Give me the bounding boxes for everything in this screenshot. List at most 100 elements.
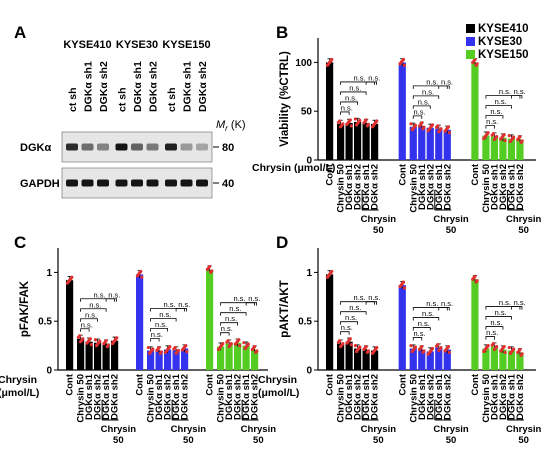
data-point <box>402 286 407 290</box>
ns-label: n.s. <box>89 300 101 309</box>
significance-bracket <box>340 81 375 85</box>
bar <box>418 125 426 160</box>
data-point <box>340 343 344 347</box>
data-point <box>444 347 448 352</box>
bar <box>435 347 443 370</box>
x-tick-label: Cont <box>470 373 481 395</box>
x-tick-label: DGKα sh1 <box>417 373 428 420</box>
bar <box>371 123 379 160</box>
data-point <box>69 277 73 281</box>
bar <box>136 274 144 370</box>
ns-label: n.s. <box>499 298 511 307</box>
ns-label: n.s. <box>495 308 507 317</box>
data-point <box>355 123 359 127</box>
data-point <box>427 351 431 355</box>
data-point <box>429 348 434 352</box>
data-point <box>419 346 423 350</box>
bar <box>499 349 507 370</box>
ns-label: n.s. <box>499 87 511 96</box>
x-tick-label: DGKα sh1 <box>361 163 372 210</box>
data-point <box>182 346 186 351</box>
ns-label: n.s. <box>441 299 453 308</box>
bar <box>77 338 85 370</box>
x-tick-label: DGKα sh1 <box>489 163 500 210</box>
ns-label: n.s. <box>164 300 176 309</box>
x-tick-label: Chrysin 50 <box>146 374 157 423</box>
mr-label: Mr (K) <box>216 119 246 133</box>
lane-label: DGKα sh1 <box>132 61 144 112</box>
data-point <box>401 280 406 284</box>
blot-band <box>196 179 208 187</box>
bar <box>345 341 353 370</box>
group-label-dose: 50 <box>373 435 384 446</box>
significance-bracket <box>245 302 257 306</box>
bar <box>426 351 434 370</box>
bar <box>482 348 490 370</box>
significance-bracket <box>150 318 177 322</box>
legend-label: KYSE410 <box>478 23 529 35</box>
data-point <box>485 345 489 349</box>
group-label: Chrysin <box>241 424 277 435</box>
data-point <box>237 338 241 342</box>
data-point <box>357 120 361 124</box>
y-tick-label: 0 <box>46 366 52 377</box>
data-point <box>491 342 496 346</box>
x-tick-label: DGKα sh2 <box>180 374 191 420</box>
bar <box>490 136 499 160</box>
marker-label: 80 <box>222 142 234 154</box>
y-axis-label: pAKT/AKT <box>279 280 291 338</box>
data-point <box>88 337 92 341</box>
data-point <box>472 59 476 63</box>
bar <box>155 350 163 370</box>
data-point <box>148 351 152 356</box>
blot-band <box>165 179 177 187</box>
bar <box>490 346 499 370</box>
group-label: Chrysin <box>506 214 542 225</box>
data-point <box>329 271 333 275</box>
bar <box>507 350 516 370</box>
group-label-dose: 50 <box>373 225 384 236</box>
ns-label: n.s. <box>234 294 246 303</box>
data-point <box>508 139 513 144</box>
x-tick-label: Chrysin 50 <box>76 374 87 423</box>
x-tick-label: Cont <box>135 373 146 395</box>
ns-label: n.s. <box>426 77 438 86</box>
data-point <box>502 133 506 137</box>
ns-label: n.s. <box>151 330 163 339</box>
panel-letter-b: B <box>276 23 288 42</box>
data-point <box>429 124 434 128</box>
data-point <box>412 125 417 129</box>
group-label: Chrysin <box>433 214 469 225</box>
data-point <box>374 120 378 125</box>
x-axis-title: Chrysin (μmol/L) <box>252 162 335 174</box>
x-tick-label: Cont <box>325 163 336 185</box>
ns-label: n.s. <box>486 328 498 337</box>
data-point <box>503 138 507 143</box>
data-point <box>220 343 224 347</box>
data-point <box>254 350 258 355</box>
data-point <box>421 127 425 131</box>
bar <box>443 349 451 370</box>
data-point <box>137 272 141 276</box>
x-tick-label: DGKα sh1 <box>84 373 95 420</box>
group-label-dose: 50 <box>446 225 457 236</box>
ns-label: n.s. <box>229 304 241 313</box>
blot-band <box>81 143 94 151</box>
x-tick-label: Chrysin 50 <box>481 164 492 213</box>
blot-band <box>66 143 78 151</box>
blot-band <box>115 143 128 151</box>
data-point <box>242 341 246 345</box>
data-point <box>238 344 242 348</box>
significance-bracket <box>412 85 448 89</box>
significance-bracket <box>412 317 440 321</box>
bar <box>242 345 250 370</box>
data-point <box>511 348 515 353</box>
bar <box>94 342 102 370</box>
significance-bracket <box>340 321 358 325</box>
x-tick-label: DGKα sh2 <box>425 164 436 210</box>
bar <box>443 129 451 160</box>
data-point <box>494 346 498 350</box>
significance-bracket <box>365 301 377 305</box>
